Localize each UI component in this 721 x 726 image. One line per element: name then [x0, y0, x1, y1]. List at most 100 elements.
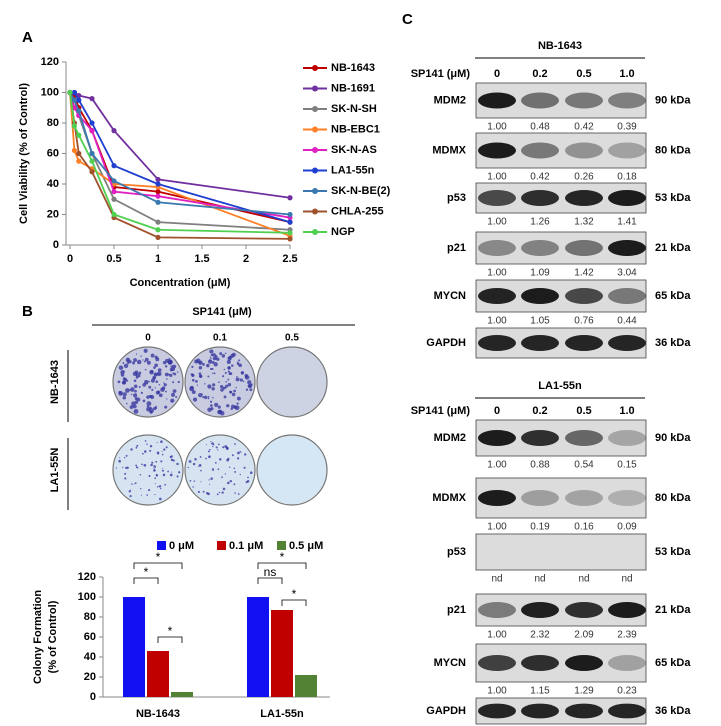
colony	[153, 469, 156, 472]
colony	[128, 389, 131, 392]
colony	[193, 397, 198, 402]
panel-label: B	[22, 303, 33, 320]
colony	[243, 466, 246, 469]
colony	[139, 473, 142, 476]
legend-marker	[312, 167, 318, 174]
colony	[141, 463, 143, 466]
data-point	[287, 211, 293, 218]
colony	[218, 381, 220, 384]
band	[565, 490, 603, 506]
colony	[195, 380, 198, 383]
colony	[157, 453, 159, 455]
colony	[231, 392, 236, 397]
colony	[149, 408, 154, 413]
protein-label: p53	[447, 546, 466, 558]
colony	[224, 371, 227, 375]
band	[521, 240, 559, 256]
colony	[221, 354, 226, 358]
colony	[169, 373, 173, 378]
colony	[161, 469, 165, 472]
y-tick-label: 60	[84, 631, 96, 643]
colony	[220, 384, 224, 389]
colony	[155, 405, 157, 408]
colony	[135, 353, 138, 355]
size-label: 21 kDa	[655, 242, 691, 254]
colony	[229, 372, 233, 376]
y-tick-label: 80	[47, 117, 59, 129]
colony	[152, 376, 156, 380]
data-point	[155, 176, 161, 183]
colony	[148, 489, 151, 492]
colony	[142, 382, 147, 387]
quantification: 0.09	[617, 522, 637, 533]
colony	[160, 387, 165, 392]
colony	[176, 475, 179, 478]
colony	[219, 352, 223, 356]
data-point	[287, 236, 293, 242]
colony	[150, 395, 155, 400]
colony	[227, 366, 231, 370]
colony	[134, 400, 139, 404]
colony	[217, 405, 221, 409]
protein-label: MDMX	[432, 144, 466, 156]
colony	[229, 479, 233, 483]
data-point	[155, 234, 161, 240]
colony	[164, 365, 168, 368]
colony	[169, 473, 173, 477]
colony	[175, 396, 178, 399]
colony	[189, 386, 194, 392]
colony	[154, 494, 156, 496]
colony	[212, 469, 214, 471]
quantification: 1.00	[487, 172, 507, 183]
x-axis-label: Concentration (μM)	[130, 277, 231, 289]
colony	[146, 383, 148, 385]
band	[565, 602, 603, 618]
colony	[164, 372, 169, 377]
colony	[213, 362, 218, 367]
band	[608, 240, 646, 256]
colony	[219, 458, 222, 461]
colony	[157, 373, 160, 376]
colony	[192, 486, 194, 488]
quantification: 1.29	[574, 686, 594, 697]
colony	[131, 401, 136, 406]
data-point	[71, 147, 77, 154]
colony	[148, 380, 150, 383]
colony	[224, 473, 227, 475]
band	[521, 655, 559, 671]
significance-label: ns	[264, 565, 277, 579]
data-point	[287, 230, 293, 236]
y-tick-label: 40	[84, 651, 96, 663]
colony	[129, 405, 134, 409]
plate	[184, 434, 256, 506]
quantification: 0.23	[617, 686, 637, 697]
colony	[171, 367, 176, 372]
colony	[153, 366, 156, 369]
protein-label: MYCN	[434, 657, 466, 669]
colony	[211, 360, 215, 364]
colony	[165, 390, 167, 393]
dose-label: 0.5	[576, 405, 591, 417]
protein-label: MDM2	[434, 94, 466, 106]
quantification: nd	[578, 574, 589, 585]
bar	[123, 597, 145, 697]
data-point	[111, 128, 117, 134]
band	[478, 703, 516, 719]
quantification: 1.09	[530, 268, 550, 279]
y-tick-label: 100	[41, 86, 59, 98]
band	[478, 288, 516, 304]
colony	[233, 389, 236, 393]
quantification: 1.05	[530, 316, 550, 327]
band	[478, 92, 516, 109]
legend-label: SK-N-BE(2)	[331, 185, 391, 197]
dose-label: 0.5	[285, 333, 299, 344]
colony	[170, 398, 175, 403]
band	[521, 142, 559, 159]
colony	[122, 377, 126, 381]
colony	[217, 443, 220, 446]
colony	[222, 375, 225, 378]
treatment-label: SP141 (μM)	[411, 405, 471, 417]
colony	[157, 368, 162, 372]
quantification: 0.42	[530, 172, 550, 183]
dose-label: 0	[145, 333, 151, 344]
